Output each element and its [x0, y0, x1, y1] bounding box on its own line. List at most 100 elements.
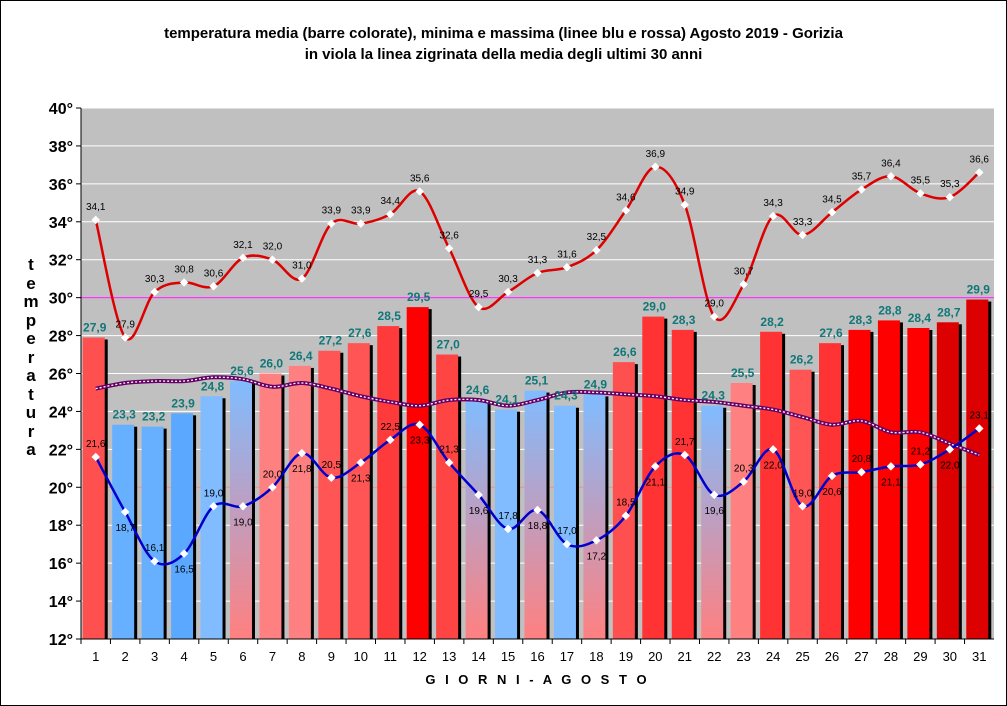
max-value-label: 34,6: [616, 192, 636, 203]
x-axis-label: G I O R N I - A G O S T O: [425, 672, 649, 687]
bar-value-label: 24,1: [495, 393, 519, 407]
min-point: [562, 539, 572, 549]
bar-day-17: [553, 405, 576, 639]
min-point: [91, 452, 100, 462]
x-tick-label: 30: [943, 649, 957, 664]
x-tick-label: 4: [180, 649, 187, 664]
max-point: [120, 333, 130, 342]
bar-day-23: [730, 382, 753, 639]
min-value-label: 19,6: [469, 506, 489, 517]
x-tick-label: 10: [354, 649, 368, 664]
max-value-label: 29,0: [704, 299, 724, 310]
bar-day-6: [229, 381, 252, 639]
y-axis-label-letter: r: [27, 347, 35, 367]
max-point: [91, 215, 100, 225]
max-point: [503, 287, 513, 297]
min-value-label: 17,0: [557, 526, 577, 537]
x-tick-label: 17: [560, 649, 574, 664]
y-axis-label-letter: e: [26, 329, 36, 348]
max-point: [209, 282, 218, 291]
bar-day-13: [436, 354, 459, 639]
y-tick-label: 28°: [49, 329, 73, 346]
max-point: [356, 219, 366, 228]
max-value-label: 27,9: [115, 319, 135, 330]
min-value-label: 20,3: [734, 464, 754, 475]
bar-value-label: 28,5: [378, 309, 402, 323]
bar-value-label: 25,1: [525, 374, 549, 388]
x-tick-label: 18: [589, 649, 603, 664]
bar-day-5: [200, 396, 223, 639]
y-axis-label-letter: a: [26, 440, 36, 459]
max-value-label: 34,9: [675, 187, 695, 198]
x-tick-label: 26: [825, 649, 839, 664]
min-value-label: 16,5: [174, 565, 194, 576]
x-tick-label: 21: [678, 649, 692, 664]
bar-value-label: 28,7: [937, 305, 961, 319]
bar-day-27: [848, 329, 871, 639]
min-value-label: 17,2: [587, 551, 607, 562]
y-axis-label-letter: r: [27, 421, 35, 441]
max-point: [297, 274, 307, 283]
min-value-label: 21,6: [86, 439, 106, 450]
bar-value-label: 24,9: [584, 377, 608, 391]
x-tick-label: 7: [269, 649, 276, 664]
min-value-label: 19,0: [233, 517, 253, 528]
x-tick-label: 11: [383, 649, 397, 664]
bar-value-label: 27,0: [436, 338, 460, 352]
max-point: [474, 302, 483, 312]
min-point: [327, 473, 336, 483]
bar-day-19: [612, 362, 635, 639]
min-value-label: 18,7: [115, 523, 135, 534]
y-tick-label: 36°: [49, 177, 73, 194]
y-tick-label: 12°: [49, 632, 73, 649]
max-value-label: 31,0: [292, 261, 312, 272]
x-tick-label: 31: [972, 649, 986, 664]
bar-value-label: 25,5: [731, 366, 755, 380]
bar-day-15: [495, 409, 518, 639]
min-value-label: 21,1: [881, 477, 901, 488]
max-value-label: 33,9: [351, 206, 371, 217]
bar-day-31: [966, 299, 989, 639]
bar-day-3: [141, 426, 164, 639]
y-axis-label-letter: a: [26, 366, 36, 385]
y-axis-label-letter: t: [28, 384, 34, 404]
bar-day-16: [524, 390, 547, 639]
x-tick-label: 2: [122, 649, 129, 664]
bar-day-7: [259, 373, 282, 639]
min-point: [474, 490, 483, 500]
x-tick-label: 24: [766, 649, 780, 664]
bar-value-label: 28,3: [672, 313, 696, 327]
bar-value-label: 29,9: [967, 283, 991, 297]
x-tick-label: 25: [795, 649, 809, 664]
y-tick-label: 20°: [49, 480, 73, 497]
min-point: [444, 458, 454, 467]
y-axis-label-letter: t: [28, 255, 34, 274]
max-value-label: 32,5: [587, 232, 607, 243]
bar-day-26: [819, 343, 842, 639]
y-tick-label: 26°: [49, 367, 73, 384]
min-point: [709, 490, 719, 500]
y-tick-label: 30°: [49, 291, 73, 308]
max-point: [709, 312, 719, 321]
min-point: [356, 458, 366, 467]
chart-title: temperatura media (barre colorate), mini…: [164, 25, 843, 42]
bar-day-29: [907, 327, 930, 639]
max-value-label: 35,3: [940, 179, 960, 190]
max-value-label: 32,1: [233, 240, 253, 251]
max-value-label: 36,9: [646, 149, 666, 160]
min-point: [238, 502, 248, 511]
x-tick-label: 9: [328, 649, 335, 664]
max-point: [562, 263, 572, 272]
max-value-label: 35,6: [410, 173, 430, 184]
x-tick-label: 8: [298, 649, 305, 664]
min-value-label: 19,0: [204, 488, 224, 499]
bar-value-label: 26,4: [289, 349, 313, 363]
min-point: [533, 505, 542, 515]
y-tick-label: 24°: [49, 404, 73, 421]
x-tick-label: 19: [619, 649, 633, 664]
min-point: [680, 450, 690, 460]
min-point: [209, 502, 218, 511]
bar-value-label: 28,8: [878, 303, 902, 317]
